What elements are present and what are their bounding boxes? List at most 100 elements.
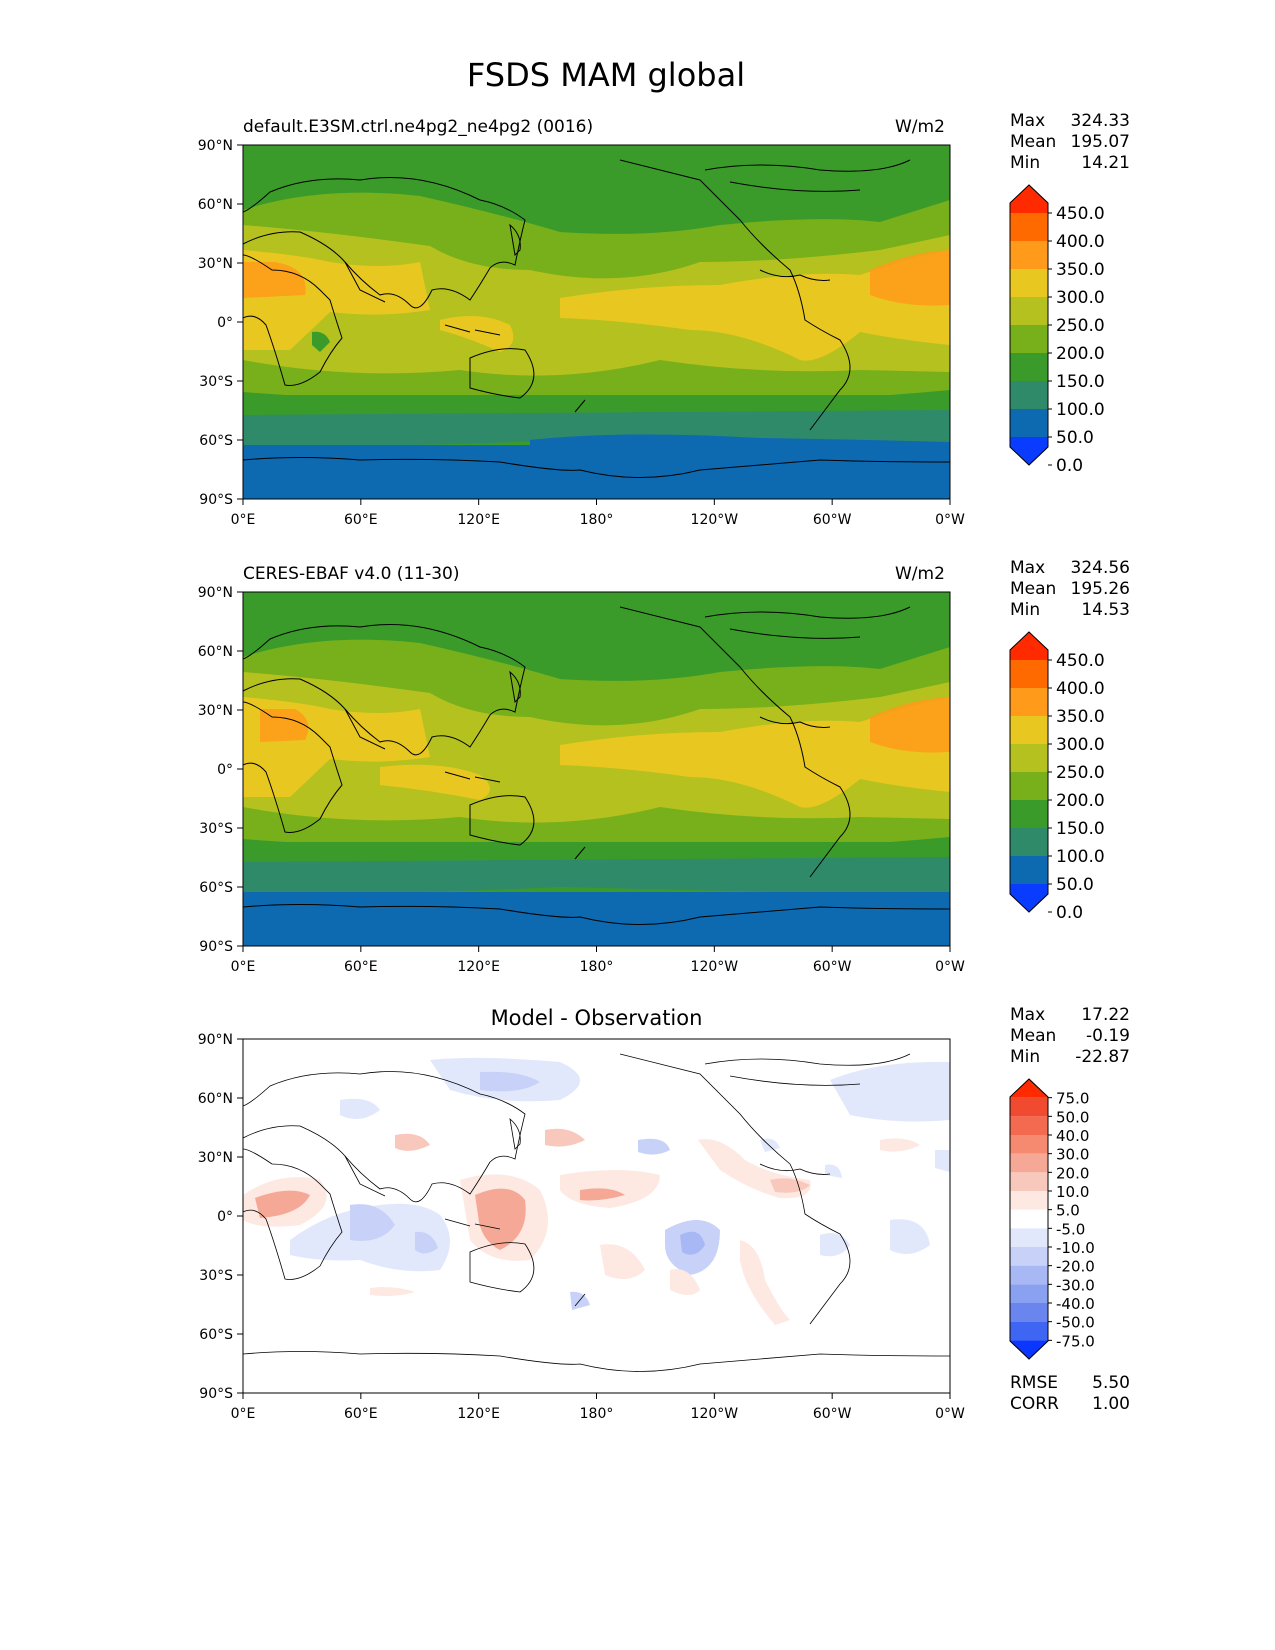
map-panel-obs bbox=[242, 591, 951, 947]
colorbar-tick-label: 350.0 bbox=[1056, 707, 1105, 727]
lon-axis: 0°E 60°E 120°E 180° 120°W 60°W 0°W bbox=[231, 499, 965, 528]
lat-tick-label: 60°N bbox=[198, 197, 233, 213]
colorbar-tick-label: 300.0 bbox=[1056, 735, 1105, 755]
stat-value-mean: 195.26 bbox=[1070, 579, 1130, 599]
map-panel-model bbox=[242, 144, 951, 500]
stat-label-max: Max bbox=[1010, 558, 1046, 578]
lon-tick-label: 0°E bbox=[231, 1406, 256, 1422]
lat-tick-label: 90°N bbox=[198, 585, 233, 601]
lat-tick-label: 30°S bbox=[199, 1268, 233, 1284]
lat-axis: 90°N 60°N 30°N 0° 30°S 60°S 90°S bbox=[198, 138, 243, 508]
colorbar-swatch bbox=[1010, 632, 1048, 660]
colorbar-tick-label: 400.0 bbox=[1056, 679, 1105, 699]
lat-tick-label: 60°N bbox=[198, 1091, 233, 1107]
lon-tick-label: 180° bbox=[580, 1406, 614, 1422]
lon-tick-label: 60°W bbox=[813, 1406, 852, 1422]
colorbar-tick-label: 5.0 bbox=[1056, 1202, 1080, 1220]
colorbar-tick-label: 100.0 bbox=[1056, 847, 1105, 867]
colorbar-tick-label: 30.0 bbox=[1056, 1146, 1089, 1164]
rmse-value: 5.50 bbox=[1092, 1373, 1130, 1393]
colorbar-swatch bbox=[1010, 1209, 1048, 1229]
colorbar-outline bbox=[1009, 1078, 1049, 1360]
lat-tick-label: 60°S bbox=[199, 433, 233, 449]
colorbar-tick-label: -30.0 bbox=[1056, 1276, 1095, 1294]
colorbar-outline bbox=[1009, 184, 1049, 466]
colorbar-tick-label: 50.0 bbox=[1056, 428, 1094, 448]
colorbar-tick-label: -75.0 bbox=[1056, 1332, 1095, 1350]
colorbar-tick-label: 50.0 bbox=[1056, 875, 1094, 895]
colorbar-diff: 75.050.040.030.020.010.05.0-5.0-10.0-20.… bbox=[1009, 1078, 1095, 1360]
colorbar-tick-label: -50.0 bbox=[1056, 1314, 1095, 1332]
lon-tick-label: 60°W bbox=[813, 959, 852, 975]
stat-label-mean: Mean bbox=[1010, 579, 1057, 599]
stat-label-min: Min bbox=[1010, 153, 1041, 173]
lat-tick-label: 30°S bbox=[199, 821, 233, 837]
lon-tick-label: 0°E bbox=[231, 959, 256, 975]
colorbar-tick-label: 300.0 bbox=[1056, 288, 1105, 308]
colorbar-swatch bbox=[1010, 772, 1048, 800]
lon-tick-label: 120°E bbox=[457, 512, 500, 528]
colorbar-swatch bbox=[1010, 800, 1048, 828]
colorbar-obs: 450.0 400.0 350.0 300.0 250.0 200.0 150.0 100.0… bbox=[1009, 631, 1105, 923]
colorbar-swatch bbox=[1010, 185, 1048, 213]
colorbar-swatch bbox=[1010, 381, 1048, 409]
lon-tick-label: 0°W bbox=[935, 1406, 965, 1422]
colorbar-tick-label: 100.0 bbox=[1056, 400, 1105, 420]
lon-tick-label: 120°W bbox=[691, 959, 739, 975]
colorbar-swatch bbox=[1010, 353, 1048, 381]
lon-tick-label: 60°E bbox=[344, 959, 378, 975]
colorbar-swatch bbox=[1010, 828, 1048, 856]
colorbar-tick-label: 50.0 bbox=[1056, 1108, 1089, 1126]
colorbar-tick-label: 0.0 bbox=[1056, 903, 1083, 923]
colorbar-tick-label: 150.0 bbox=[1056, 819, 1105, 839]
colorbar-swatch bbox=[1010, 1284, 1048, 1303]
stat-label-max: Max bbox=[1010, 111, 1046, 131]
colorbar-tick-label: 75.0 bbox=[1056, 1090, 1089, 1108]
map-panel-diff bbox=[242, 1038, 951, 1394]
colorbar-model: 450.0 400.0 350.0 300.0 250.0 200.0 150.0 100.0… bbox=[1009, 184, 1105, 476]
panel-model-units: W/m2 bbox=[895, 117, 945, 137]
rmse-label: RMSE bbox=[1010, 1373, 1059, 1393]
stat-value-max: 324.56 bbox=[1070, 558, 1130, 578]
stat-value-mean: -0.19 bbox=[1086, 1026, 1130, 1046]
lat-tick-label: 60°S bbox=[199, 1327, 233, 1343]
colorbar-swatch bbox=[1010, 1135, 1048, 1154]
colorbar-swatch bbox=[1010, 884, 1048, 912]
lon-tick-label: 180° bbox=[580, 512, 614, 528]
lat-tick-label: 90°S bbox=[199, 492, 233, 508]
panel-obs-left-title: CERES-EBAF v4.0 (11-30) bbox=[243, 564, 460, 584]
lon-tick-label: 180° bbox=[580, 959, 614, 975]
stat-value-min: 14.53 bbox=[1081, 600, 1130, 620]
lat-axis: 90°N 60°N 30°N 0° 30°S 60°S 90°S bbox=[198, 1032, 243, 1402]
colorbar-swatch bbox=[1010, 437, 1048, 465]
lat-tick-label: 0° bbox=[217, 315, 233, 331]
colorbar-tick-label: 250.0 bbox=[1056, 316, 1105, 336]
lon-tick-label: 0°W bbox=[935, 959, 965, 975]
colorbar-tick-label: 450.0 bbox=[1056, 651, 1105, 671]
lon-tick-label: 60°W bbox=[813, 512, 852, 528]
lon-tick-label: 120°E bbox=[457, 1406, 500, 1422]
panel-model-left-title: default.E3SM.ctrl.ne4pg2_ne4pg2 (0016) bbox=[243, 117, 594, 137]
colorbar-tick-label: 20.0 bbox=[1056, 1164, 1089, 1182]
colorbar-swatch bbox=[1010, 1079, 1048, 1098]
stat-label-max: Max bbox=[1010, 1005, 1046, 1025]
colorbar-swatch bbox=[1010, 409, 1048, 437]
corr-label: CORR bbox=[1010, 1394, 1059, 1414]
colorbar-swatch bbox=[1010, 213, 1048, 241]
colorbar-tick-label: -20.0 bbox=[1056, 1258, 1095, 1276]
colorbar-tick-label: 0.0 bbox=[1056, 456, 1083, 476]
colorbar-tick-label: 250.0 bbox=[1056, 763, 1105, 783]
colorbar-swatch bbox=[1010, 856, 1048, 884]
stat-value-mean: 195.07 bbox=[1070, 132, 1130, 152]
colorbar-swatch bbox=[1010, 1228, 1048, 1247]
colorbar-tick-label: 40.0 bbox=[1056, 1127, 1089, 1145]
colorbar-tick-label: -10.0 bbox=[1056, 1239, 1095, 1257]
corr-value: 1.00 bbox=[1092, 1394, 1130, 1414]
lat-tick-label: 90°S bbox=[199, 1386, 233, 1402]
colorbar-swatch bbox=[1010, 1321, 1048, 1341]
colorbar-tick-label: -40.0 bbox=[1056, 1295, 1095, 1313]
lat-tick-label: 30°N bbox=[198, 1150, 233, 1166]
panel-diff-center-title: Model - Observation bbox=[490, 1006, 703, 1030]
colorbar-swatch bbox=[1010, 1265, 1048, 1285]
colorbar-swatch bbox=[1010, 660, 1048, 688]
